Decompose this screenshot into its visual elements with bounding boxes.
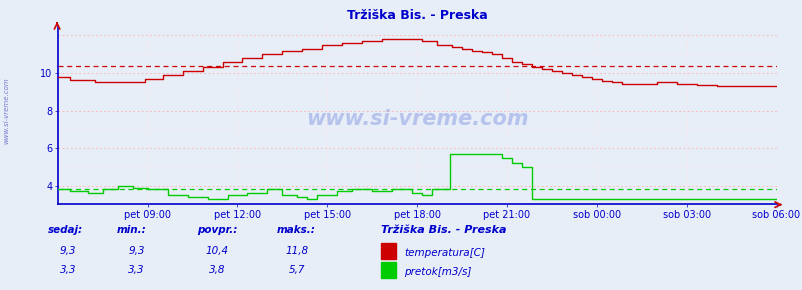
Text: povpr.:: povpr.: [196,225,237,235]
Text: 9,3: 9,3 [128,246,144,256]
Text: min.:: min.: [116,225,146,235]
Text: 5,7: 5,7 [289,264,305,275]
Text: Tržiška Bis. - Preska: Tržiška Bis. - Preska [381,225,506,235]
Text: sedaj:: sedaj: [48,225,83,235]
Text: www.si-vreme.com: www.si-vreme.com [306,109,528,129]
Text: 10,4: 10,4 [205,246,228,256]
Text: 3,8: 3,8 [209,264,225,275]
Text: 11,8: 11,8 [286,246,308,256]
Text: 3,3: 3,3 [60,264,76,275]
Text: pretok[m3/s]: pretok[m3/s] [403,267,471,277]
Text: www.si-vreme.com: www.si-vreme.com [3,77,10,144]
Text: temperatura[C]: temperatura[C] [403,248,484,258]
Title: Tržiška Bis. - Preska: Tržiška Bis. - Preska [346,9,487,22]
Text: 9,3: 9,3 [60,246,76,256]
Text: maks.:: maks.: [277,225,315,235]
Text: 3,3: 3,3 [128,264,144,275]
